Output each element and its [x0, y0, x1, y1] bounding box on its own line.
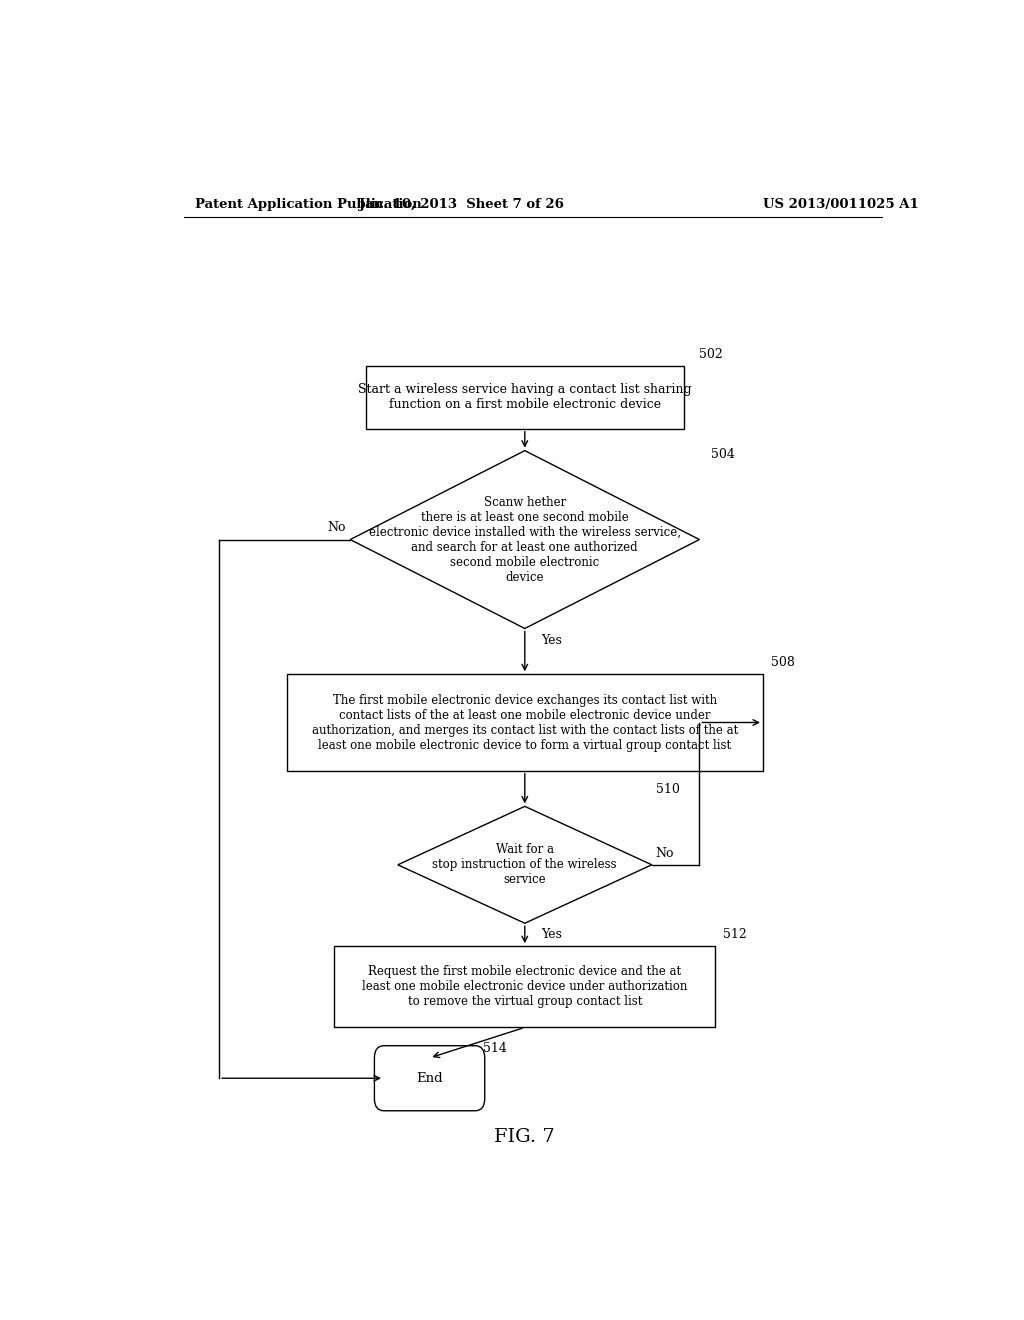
Text: Request the first mobile electronic device and the at
least one mobile electroni: Request the first mobile electronic devi…	[362, 965, 687, 1008]
Polygon shape	[397, 807, 652, 923]
FancyBboxPatch shape	[287, 675, 763, 771]
Text: Start a wireless service having a contact list sharing
function on a first mobil: Start a wireless service having a contac…	[358, 383, 691, 412]
Text: Wait for a
stop instruction of the wireless
service: Wait for a stop instruction of the wirel…	[432, 843, 617, 886]
Polygon shape	[350, 450, 699, 628]
Text: US 2013/0011025 A1: US 2013/0011025 A1	[763, 198, 919, 211]
Text: FIG. 7: FIG. 7	[495, 1129, 555, 1146]
Text: No: No	[328, 521, 346, 535]
Text: 510: 510	[655, 783, 680, 796]
Text: Patent Application Publication: Patent Application Publication	[196, 198, 422, 211]
Text: Yes: Yes	[541, 634, 561, 647]
FancyBboxPatch shape	[367, 366, 684, 429]
Text: 514: 514	[483, 1041, 507, 1055]
Text: 504: 504	[712, 447, 735, 461]
FancyBboxPatch shape	[334, 946, 715, 1027]
Text: Jan. 10, 2013  Sheet 7 of 26: Jan. 10, 2013 Sheet 7 of 26	[358, 198, 564, 211]
Text: End: End	[416, 1072, 443, 1085]
Text: The first mobile electronic device exchanges its contact list with
contact lists: The first mobile electronic device excha…	[311, 693, 738, 751]
Text: No: No	[655, 846, 674, 859]
Text: 512: 512	[723, 928, 746, 941]
Text: Scanw hether
there is at least one second mobile
electronic device installed wit: Scanw hether there is at least one secon…	[369, 495, 681, 583]
Text: Yes: Yes	[541, 928, 561, 941]
Text: 502: 502	[699, 347, 723, 360]
Text: 508: 508	[771, 656, 795, 669]
FancyBboxPatch shape	[375, 1045, 484, 1110]
